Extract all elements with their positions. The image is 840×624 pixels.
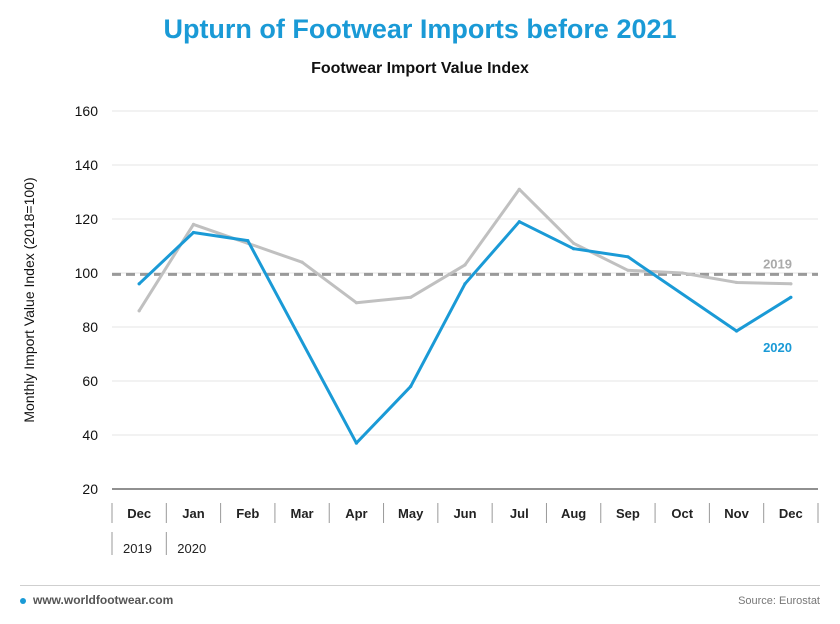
x-tick-label: Dec [127,506,151,521]
y-tick-labels: 20 40 60 80 100 120 140 160 [75,103,99,497]
x-tick-label: Jul [510,506,529,521]
y-tick-label: 100 [75,265,99,281]
data-point-2020 [246,239,250,243]
data-point-2019 [354,301,358,305]
series-lines [137,187,793,445]
data-point-2020 [517,220,521,224]
data-point-2020 [137,282,141,286]
x-tick-label: Sep [616,506,640,521]
data-point-2019 [789,282,793,286]
y-tick-label: 40 [82,427,98,443]
data-point-2019 [734,280,739,285]
x-axis: Dec Jan Feb Mar Apr May Jun Jul Aug Sep Oct Nov Dec 2… [111,488,819,556]
data-point-2020 [789,295,793,299]
data-point-2019 [463,263,467,267]
x-tick-label: Nov [724,506,749,521]
chart-title: Upturn of Footwear Imports before 2021 [163,14,677,44]
footer-website: www.worldfootwear.com [33,593,174,607]
data-point-2019 [572,241,576,245]
series-line-2020 [137,220,793,445]
x-tick-label: Apr [345,506,367,521]
y-tick-label: 80 [82,319,98,335]
grid-lines [112,110,818,490]
line-chart: Monthly Import Value Index (2018=100) 20… [21,103,819,556]
data-point-2019 [680,271,684,275]
y-tick-label: 140 [75,157,99,173]
data-point-2019 [137,309,141,313]
x-tick-label: Mar [291,506,314,521]
series-line-2019 [137,187,793,313]
data-point-2020 [191,230,196,235]
x-tick-label: Oct [671,506,693,521]
data-point-2019 [626,268,630,272]
reference-line-label: 2019 [763,256,792,271]
series-label-2020: 2020 [763,340,792,355]
y-axis-label: Monthly Import Value Index (2018=100) [21,177,37,422]
x-tick-label: Jun [453,506,476,521]
footer-source: Source: Eurostat [738,595,820,607]
data-point-2019 [409,295,413,299]
footer-bullet-icon [20,598,26,604]
x-tick-label: Dec [779,506,803,521]
x-tick-label: May [398,506,424,521]
data-point-2019 [191,222,196,226]
data-point-2019 [300,260,304,264]
y-tick-label: 60 [82,373,98,389]
footer-divider [20,585,820,586]
x-tick-label: Aug [561,506,586,521]
data-point-2020 [463,282,467,286]
data-point-2020 [409,384,413,388]
data-point-2020 [626,255,630,259]
y-tick-label: 20 [82,481,98,497]
year-group-label: 2020 [177,541,206,556]
data-point-2020 [572,247,576,251]
x-tick-label: Jan [182,506,204,521]
data-point-2020 [354,441,358,445]
year-group-label: 2019 [123,541,152,556]
series-labels: 2019 2020 [763,256,792,355]
y-tick-label: 160 [75,103,99,119]
data-point-2019 [517,187,521,191]
chart-subtitle: Footwear Import Value Index [311,60,529,77]
data-point-2020 [734,329,739,333]
y-tick-label: 120 [75,211,99,227]
x-tick-label: Feb [236,506,259,521]
